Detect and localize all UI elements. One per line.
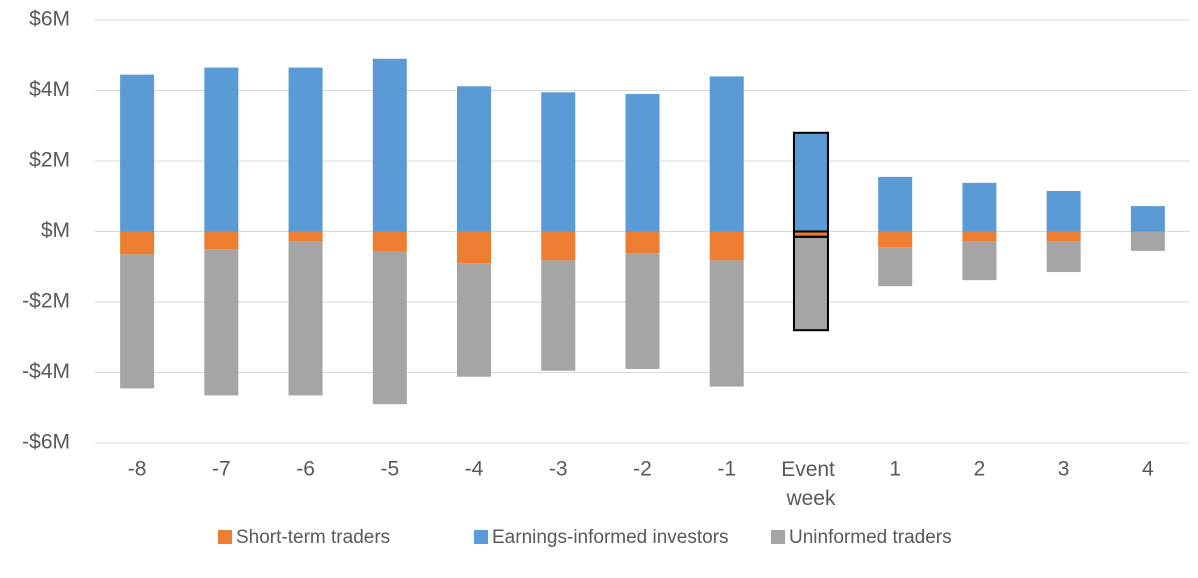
x-tick-label: -6 bbox=[296, 458, 315, 481]
bar-segment bbox=[878, 176, 913, 232]
x-tick-label: -1 bbox=[717, 458, 736, 481]
y-tick-label: -$4M bbox=[22, 360, 70, 383]
bar-segment bbox=[962, 231, 997, 242]
bar-segment bbox=[1046, 231, 1081, 242]
x-tick-label: Event week bbox=[781, 458, 841, 510]
bar-segment bbox=[709, 76, 744, 232]
bar-segment bbox=[625, 253, 660, 369]
bar-segment bbox=[793, 231, 828, 237]
bar-segment bbox=[457, 231, 492, 264]
y-tick-label: -$2M bbox=[22, 290, 70, 313]
bar-segment bbox=[120, 74, 155, 232]
legend-swatch bbox=[218, 530, 232, 544]
bar-segment bbox=[878, 231, 913, 248]
y-tick-label: $2M bbox=[29, 149, 70, 172]
x-tick-label: -3 bbox=[549, 458, 568, 481]
bar-segment bbox=[204, 249, 239, 396]
bar-segment bbox=[625, 231, 660, 254]
highlight-outline bbox=[792, 131, 829, 233]
x-tick-label: -5 bbox=[380, 458, 399, 481]
bar-segment bbox=[120, 254, 155, 389]
legend-swatch bbox=[474, 530, 488, 544]
bar-segment bbox=[1130, 206, 1165, 232]
bar-segment bbox=[793, 236, 828, 331]
bar-segment bbox=[625, 94, 660, 232]
bar-segment bbox=[372, 58, 407, 232]
bar-segment bbox=[1046, 241, 1081, 273]
y-tick-label: $4M bbox=[29, 78, 70, 101]
bar-segment bbox=[288, 231, 323, 242]
y-tick-label: $6M bbox=[29, 8, 70, 31]
bar-segment bbox=[709, 231, 744, 261]
bar-segment bbox=[962, 241, 997, 281]
bar-segment bbox=[878, 247, 913, 287]
legend-label: Earnings-informed investors bbox=[492, 527, 729, 548]
x-tick-label: -8 bbox=[128, 458, 147, 481]
bar-segment bbox=[372, 231, 407, 252]
bar-segment bbox=[793, 132, 828, 232]
bar-segment bbox=[457, 86, 492, 232]
x-tick-label: 2 bbox=[974, 458, 986, 481]
bar-segment bbox=[120, 231, 155, 255]
bar-segment bbox=[541, 260, 576, 371]
y-tick-label: -$6M bbox=[22, 431, 70, 454]
x-tick-label: -4 bbox=[465, 458, 484, 481]
x-tick-label: 3 bbox=[1058, 458, 1070, 481]
bar-segment bbox=[541, 92, 576, 232]
legend-swatch bbox=[771, 530, 785, 544]
bar-segment bbox=[204, 67, 239, 232]
bar-segment bbox=[457, 263, 492, 377]
x-tick-label: -7 bbox=[212, 458, 231, 481]
legend-label: Uninformed traders bbox=[789, 527, 952, 548]
bar-segment bbox=[541, 231, 576, 261]
x-tick-label: 4 bbox=[1142, 458, 1154, 481]
bar-segment bbox=[288, 241, 323, 396]
bar-segment bbox=[962, 182, 997, 232]
x-tick-label: -2 bbox=[633, 458, 652, 481]
bar-segment bbox=[1046, 190, 1081, 232]
bar-segment bbox=[709, 260, 744, 387]
bar-segment bbox=[372, 251, 407, 405]
highlight-outline bbox=[792, 235, 829, 332]
y-tick-label: $M bbox=[41, 219, 70, 242]
x-tick-label: 1 bbox=[889, 458, 901, 481]
legend-label: Short-term traders bbox=[236, 527, 390, 548]
bar-segment bbox=[1130, 231, 1165, 251]
bar-segment bbox=[204, 231, 239, 250]
bar-segment bbox=[288, 67, 323, 232]
